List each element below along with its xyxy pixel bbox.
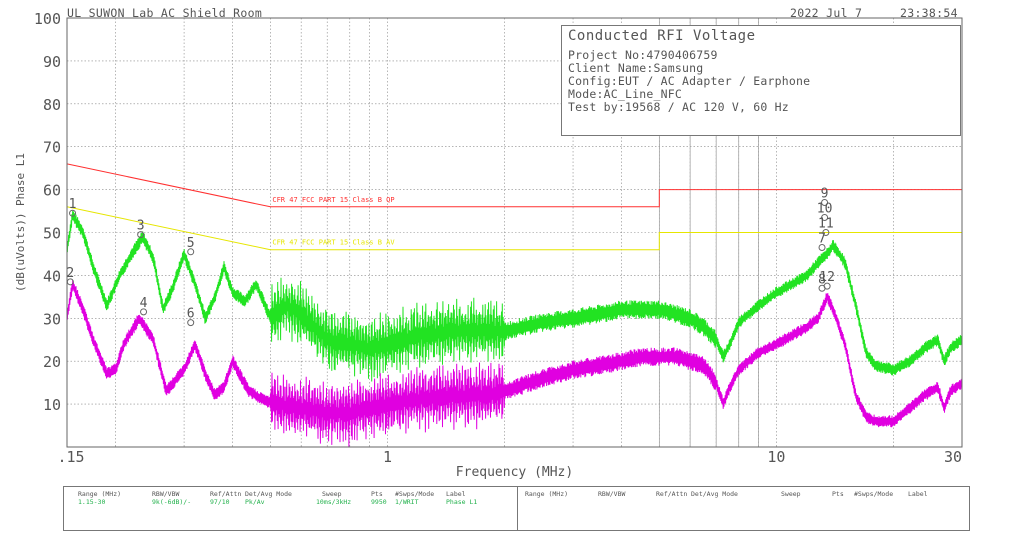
x-tick-label: 30 (944, 448, 962, 466)
th-sweep: Sweep (322, 490, 342, 498)
y-tick-label: 90 (43, 53, 61, 71)
marker-label-1: 1 (69, 197, 77, 212)
x-axis-label: Frequency (MHz) (456, 465, 573, 480)
x-tick-label: .15 (57, 448, 84, 466)
limit-lines (66, 163, 962, 251)
time-text: 23:38:54 (900, 6, 958, 20)
marker-label-8: 8 (818, 272, 826, 287)
traces (66, 210, 963, 447)
marker-label-9: 9 (821, 186, 829, 201)
marker-9 (821, 198, 829, 206)
td-label: Phase L1 (446, 498, 478, 506)
limit-label: CFR 47 FCC PART 15 Class B QP (272, 196, 394, 204)
th-pts: Pts (371, 490, 383, 498)
marker-label-7: 7 (818, 232, 826, 247)
td-pts: 9950 (371, 498, 387, 506)
avg-trace (66, 280, 963, 447)
av-limit-line (66, 206, 962, 251)
marker-12 (823, 282, 831, 290)
td-sweep: 10ms/3kHz (316, 498, 352, 506)
plot-frame (66, 17, 963, 448)
limit-label: CFR 47 FCC PART 15 Class B AV (272, 239, 395, 247)
marker-11 (822, 229, 830, 236)
y-tick-label: 70 (43, 139, 61, 157)
th-range: Range (MHz) (78, 490, 122, 498)
marker-6 (187, 319, 195, 327)
marker-label-3: 3 (137, 219, 145, 234)
marker-label-2: 2 (66, 266, 74, 281)
th2-label: Label (908, 490, 928, 498)
y-tick-label: 40 (43, 267, 61, 285)
marker-label-6: 6 (187, 307, 195, 322)
td-det: Pk/Av (245, 498, 265, 506)
y-axis-label: (dB(uVolts)) Phase L1 (14, 153, 27, 292)
th2-pts: Pts (832, 490, 844, 498)
settings-table: Range (MHz) RBW/VBW Ref/Attn Det/Avg Mod… (63, 486, 970, 531)
td-swps: 1/WRIT (395, 498, 419, 506)
info-testby: Test by:19568 / AC 120 V, 60 Hz (568, 100, 789, 114)
info-box: Conducted RFI Voltage Project No:4790406… (561, 25, 961, 136)
x-tick-label: 1 (383, 448, 392, 466)
info-config: Config:EUT / AC Adapter / Earphone (568, 74, 811, 88)
th-det: Det/Avg Mode (245, 490, 292, 498)
info-mode: Mode:AC_Line_NFC (568, 87, 682, 101)
y-tick-label: 60 (43, 182, 61, 200)
limit-labels: CFR 47 FCC PART 15 Class B QP CFR 47 FCC … (272, 196, 395, 247)
marker-4 (140, 308, 148, 316)
peak-trace (66, 210, 963, 382)
info-client: Client Name:Samsung (568, 61, 704, 75)
table-divider (517, 487, 518, 530)
th2-range: Range (MHz) (525, 490, 569, 498)
marker-1 (69, 209, 77, 217)
td-ref: 97/10 (210, 498, 230, 506)
y-tick-label: 20 (43, 353, 61, 371)
marker-label-5: 5 (187, 236, 195, 251)
marker-3 (137, 231, 145, 239)
td-rbw: 9k(-6dB)/- (152, 498, 192, 506)
th-swps: #Swps/Mode (395, 490, 435, 498)
marker-label-11: 11 (818, 217, 834, 232)
lab-title: UL SUWON Lab AC Shield Room (67, 6, 263, 20)
td-range: 1.15-30 (78, 498, 106, 506)
date-text: 2022 Jul 7 (790, 6, 863, 20)
qp-limit-line (66, 163, 962, 208)
y-tick-label: 50 (43, 225, 61, 243)
marker-label-12: 12 (819, 270, 835, 285)
marker-label-10: 10 (817, 201, 833, 216)
marker-10 (821, 213, 829, 221)
th2-sweep: Sweep (781, 490, 801, 498)
y-tick-label: 80 (43, 96, 61, 114)
marker-7 (818, 244, 826, 252)
th2-swps: #Swps/Mode (854, 490, 894, 498)
y-tick-label: 100 (34, 10, 61, 28)
th-label: Label (446, 490, 466, 498)
th2-ref: Ref/Attn (656, 490, 688, 498)
th2-rbw: RBW/VBW (598, 490, 626, 498)
tick-labels: 10 20 30 40 50 60 70 80 90 100 .15 1 10 30 (34, 10, 962, 466)
x-tick-label: 10 (767, 448, 785, 466)
info-project: Project No:4790406759 (568, 48, 718, 62)
marker-5 (187, 248, 195, 256)
info-title: Conducted RFI Voltage (568, 28, 756, 44)
th-rbw: RBW/VBW (152, 490, 180, 498)
th-ref: Ref/Attn (210, 490, 242, 498)
marker-label-4: 4 (140, 296, 148, 311)
th2-det: Det/Avg Mode (691, 490, 738, 498)
y-tick-label: 10 (43, 396, 61, 414)
y-tick-label: 30 (43, 310, 61, 328)
